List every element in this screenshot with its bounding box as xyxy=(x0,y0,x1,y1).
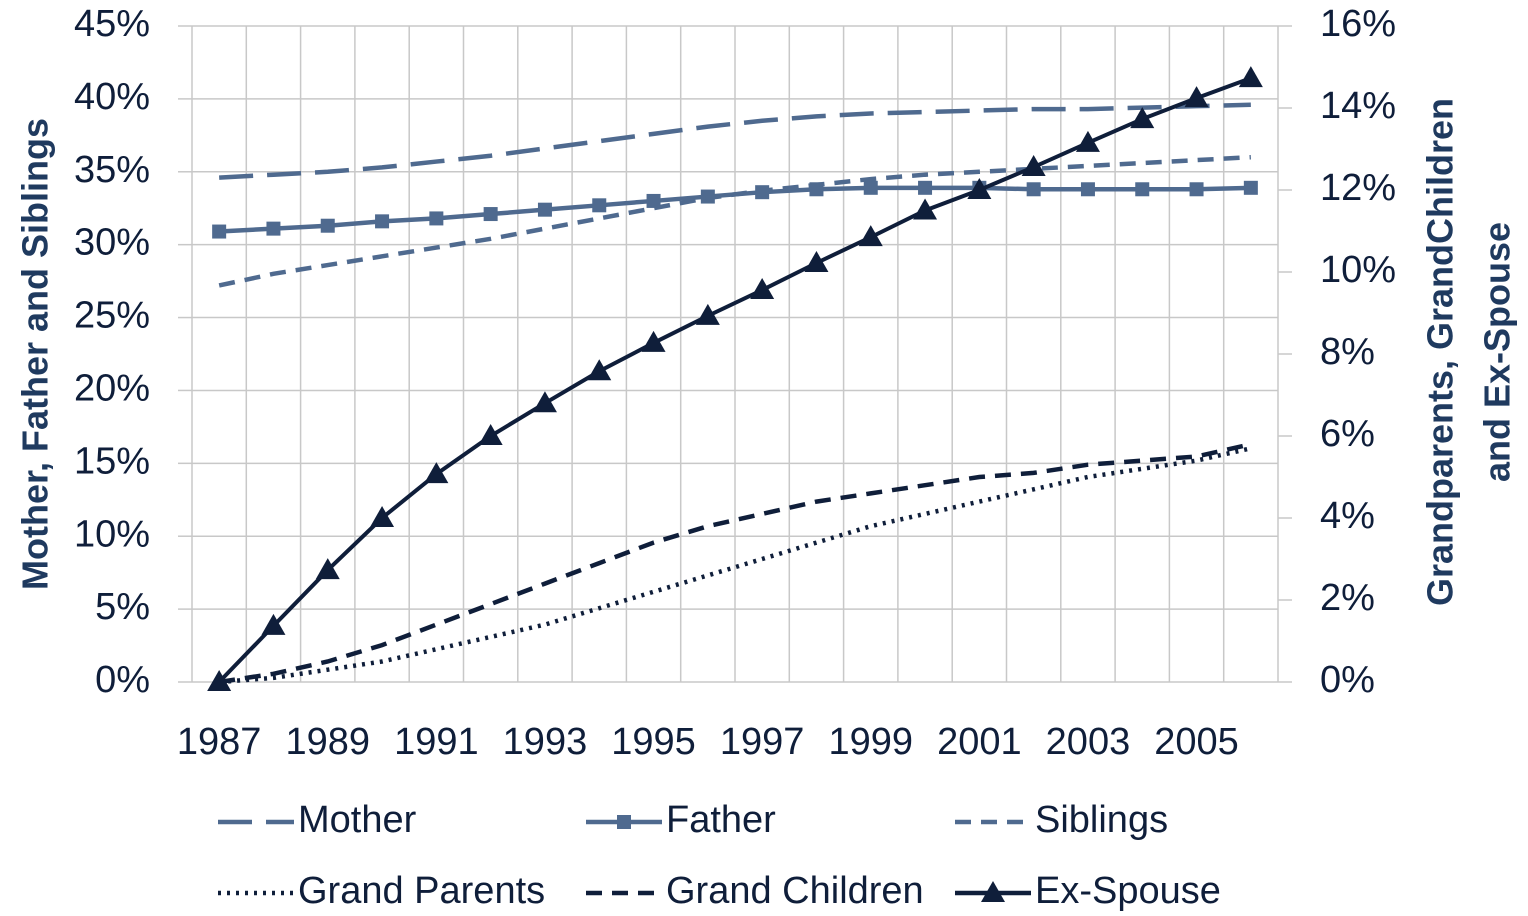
marker xyxy=(592,198,607,213)
marker xyxy=(1238,66,1263,88)
x-tick-label: 1987 xyxy=(177,721,262,763)
y2-tick-label: 0% xyxy=(1320,659,1375,701)
y-tick-label: 15% xyxy=(74,440,150,482)
x-tick-label: 2001 xyxy=(937,721,1022,763)
marker xyxy=(858,225,883,247)
legend-label: Grand Parents xyxy=(298,870,545,912)
series xyxy=(218,154,1251,288)
marker xyxy=(266,221,281,236)
marker xyxy=(370,506,395,527)
marker xyxy=(695,303,720,325)
line xyxy=(218,154,1251,288)
series xyxy=(207,66,1263,691)
y2-tick-label: 4% xyxy=(1320,495,1375,537)
marker xyxy=(587,359,612,381)
marker xyxy=(1243,180,1258,195)
marker xyxy=(913,198,938,220)
marker xyxy=(1021,155,1046,177)
marker xyxy=(1026,182,1041,197)
marker xyxy=(967,178,992,199)
legend-item: Grand Children xyxy=(586,870,924,912)
marker xyxy=(261,613,286,635)
x-tick-label: 1999 xyxy=(828,721,913,763)
legend-label: Mother xyxy=(298,799,417,841)
marker xyxy=(429,211,444,226)
x-tick-label: 1995 xyxy=(611,721,696,763)
y2-tick-label: 10% xyxy=(1320,249,1396,291)
y-tick-label: 40% xyxy=(74,76,150,118)
y2-tick-label: 12% xyxy=(1320,167,1396,209)
marker xyxy=(646,193,661,208)
marker xyxy=(750,278,775,300)
y-tick-label: 5% xyxy=(95,586,150,628)
marker xyxy=(483,207,498,222)
y-tick-label: 10% xyxy=(74,513,150,555)
marker xyxy=(804,250,829,272)
marker xyxy=(1075,130,1100,152)
y2-tick-label: 8% xyxy=(1320,331,1375,373)
legend-label: Father xyxy=(666,799,776,841)
series xyxy=(218,446,1252,685)
y2-tick-label: 2% xyxy=(1320,577,1375,619)
y2-tick-label: 6% xyxy=(1320,413,1375,455)
y2-tick-label: 16% xyxy=(1320,3,1396,45)
marker xyxy=(1184,86,1209,108)
line xyxy=(219,102,1251,180)
marker xyxy=(1189,182,1204,197)
marker xyxy=(532,391,557,413)
marker xyxy=(537,202,552,217)
marker xyxy=(863,180,878,195)
y-tick-label: 20% xyxy=(74,367,150,409)
legend-marker xyxy=(981,881,1005,902)
legend-label: Grand Children xyxy=(666,870,924,912)
y-tick-label: 45% xyxy=(74,3,150,45)
marker xyxy=(918,180,933,195)
legend-item: Father xyxy=(586,799,776,841)
y-axis-title: Mother, Father and Siblings xyxy=(15,118,56,590)
marker xyxy=(1135,182,1150,197)
marker xyxy=(375,214,390,229)
marker xyxy=(641,330,666,352)
marker xyxy=(212,224,227,239)
marker xyxy=(1130,107,1155,129)
legend-marker xyxy=(617,815,631,829)
y-tick-label: 35% xyxy=(74,149,150,191)
marker xyxy=(478,424,503,445)
legend-label: Ex-Spouse xyxy=(1035,870,1221,912)
x-tick-label: 1991 xyxy=(394,721,479,763)
marker xyxy=(315,558,340,580)
marker xyxy=(207,670,232,691)
series xyxy=(219,102,1251,180)
x-tick-label: 1993 xyxy=(503,721,588,763)
legend-item: Siblings xyxy=(955,799,1168,841)
legend-label: Siblings xyxy=(1035,799,1168,841)
y2-tick-label: 14% xyxy=(1320,85,1396,127)
marker xyxy=(1080,182,1095,197)
y2-axis-title: and Ex-Spouse xyxy=(1477,222,1518,482)
y2-axis-title: Grandparents, GrandChildren xyxy=(1420,98,1461,606)
x-tick-label: 2005 xyxy=(1154,721,1239,763)
y-tick-label: 0% xyxy=(95,659,150,701)
legend-item: Mother xyxy=(218,799,417,841)
marker xyxy=(320,218,335,233)
y-tick-label: 25% xyxy=(74,295,150,337)
x-tick-label: 1989 xyxy=(285,721,370,763)
legend-item: Grand Parents xyxy=(218,870,545,912)
y-tick-label: 30% xyxy=(74,222,150,264)
legend-item: Ex-Spouse xyxy=(955,870,1221,912)
marker xyxy=(424,462,449,484)
x-tick-label: 2003 xyxy=(1046,721,1131,763)
series xyxy=(218,442,1252,685)
x-tick-label: 1997 xyxy=(720,721,805,763)
line xyxy=(218,446,1252,685)
line xyxy=(218,442,1252,685)
